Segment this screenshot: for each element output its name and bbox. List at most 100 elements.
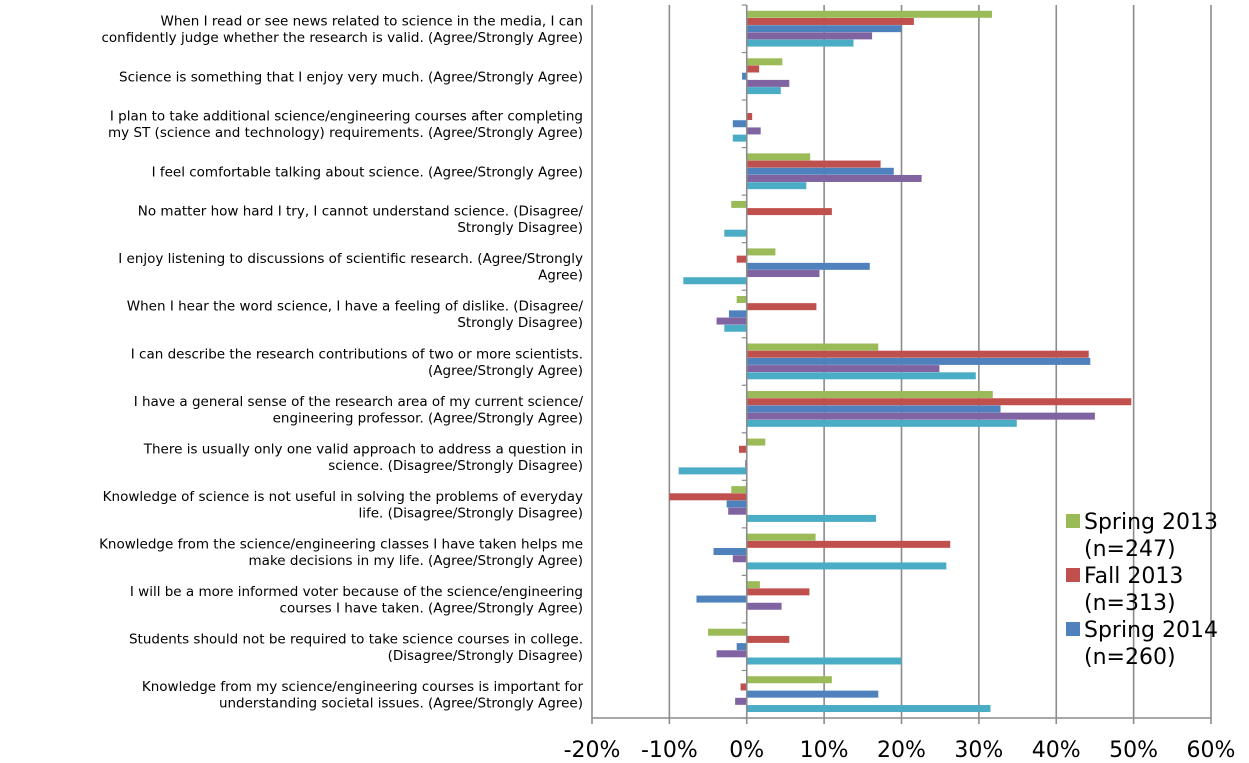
bar <box>746 350 1089 358</box>
bar <box>746 676 832 684</box>
category-labels: When I read or see news related to scien… <box>99 14 583 712</box>
bar <box>746 174 922 182</box>
bar <box>746 127 761 135</box>
bar <box>746 705 991 713</box>
x-tick-label: 40% <box>1032 738 1081 763</box>
bar <box>724 229 747 237</box>
bar <box>746 248 776 256</box>
bar <box>732 120 747 128</box>
x-tick-label: 10% <box>800 738 849 763</box>
bar <box>708 628 747 636</box>
category-label: When I read or see news related to scien… <box>101 14 583 47</box>
bar <box>746 65 760 73</box>
bar <box>746 412 1095 420</box>
category-label: When I hear the word science, I have a f… <box>127 299 584 332</box>
category-label: I have a general sense of the research a… <box>134 394 584 427</box>
bar <box>735 697 747 705</box>
bar <box>746 167 894 175</box>
bar <box>746 690 879 698</box>
bar <box>746 405 1001 413</box>
x-axis: -20% -10% 0% 10% 20% 30% 40% 50% 60% <box>564 4 1236 763</box>
bar <box>746 562 947 570</box>
bar <box>746 79 790 87</box>
bar <box>713 548 747 556</box>
bar <box>746 87 781 95</box>
bar <box>728 507 747 515</box>
category-label: There is usually only one valid approach… <box>143 441 583 474</box>
bar <box>746 58 783 66</box>
x-tick-label: 0% <box>729 738 764 763</box>
bar <box>746 270 820 278</box>
bar <box>746 343 879 351</box>
bar <box>683 277 747 285</box>
bar <box>746 32 873 40</box>
bar <box>746 581 760 589</box>
x-tick-label: -20% <box>564 738 621 763</box>
bar <box>716 317 747 325</box>
bar <box>746 208 832 216</box>
bar <box>731 486 747 494</box>
bar <box>678 467 747 475</box>
bar <box>746 372 976 380</box>
bar <box>746 514 876 522</box>
x-tick-label: 60% <box>1187 738 1236 763</box>
legend-swatch <box>1066 568 1080 582</box>
category-label: Students should not be required to take … <box>129 631 583 664</box>
legend-label: Fall 2013 (n=313) <box>1084 564 1183 616</box>
bar <box>746 602 782 610</box>
bar <box>746 39 854 47</box>
bar <box>746 25 902 33</box>
bar <box>746 398 1132 406</box>
bar <box>731 200 747 208</box>
bar <box>724 324 747 332</box>
category-label: Science is something that I enjoy very m… <box>119 69 583 85</box>
bar <box>746 10 993 18</box>
bar <box>746 113 753 121</box>
category-label: I plan to take additional science/engine… <box>108 109 583 142</box>
legend: Spring 2013 (n=247)Fall 2013 (n=313)Spring… <box>1066 510 1218 670</box>
category-label: I enjoy listening to discussions of scie… <box>118 251 583 284</box>
legend-label: Spring 2013 (n=247) <box>1084 510 1218 562</box>
bar <box>746 391 993 399</box>
bar <box>736 295 747 303</box>
bar <box>746 438 766 446</box>
bar <box>726 500 747 508</box>
bar <box>739 445 747 453</box>
bar <box>746 303 817 311</box>
bar <box>696 595 747 603</box>
category-label: Knowledge from my science/engineering co… <box>142 679 584 712</box>
bar <box>746 357 1091 365</box>
bar <box>736 643 747 651</box>
bar <box>746 182 807 190</box>
bar <box>728 310 747 318</box>
bar <box>732 555 747 563</box>
x-tick-label: -10% <box>641 738 698 763</box>
bar <box>746 153 811 161</box>
x-tick-label: 50% <box>1109 738 1158 763</box>
bar <box>746 262 870 270</box>
category-label: I feel comfortable talking about science… <box>152 164 583 180</box>
bar <box>746 419 1017 427</box>
bar <box>746 160 881 168</box>
bar <box>746 657 902 665</box>
bar <box>740 683 747 691</box>
bar <box>716 650 747 658</box>
bar <box>742 72 747 80</box>
x-tick-label: 20% <box>877 738 926 763</box>
x-tick-label: 30% <box>954 738 1003 763</box>
bar <box>746 540 951 548</box>
bar <box>736 255 747 263</box>
bar <box>746 588 810 596</box>
bar <box>669 493 747 501</box>
category-label: Knowledge of science is not useful in so… <box>103 489 583 521</box>
category-label: No matter how hard I try, I cannot under… <box>138 204 584 237</box>
bar <box>746 17 914 25</box>
bar <box>746 533 816 541</box>
bar <box>732 134 747 142</box>
category-label: I can describe the research contribution… <box>131 346 583 379</box>
bar <box>746 365 940 373</box>
legend-label: Spring 2014 (n=260) <box>1084 618 1218 670</box>
bar <box>746 635 790 643</box>
legend-swatch <box>1066 622 1080 636</box>
